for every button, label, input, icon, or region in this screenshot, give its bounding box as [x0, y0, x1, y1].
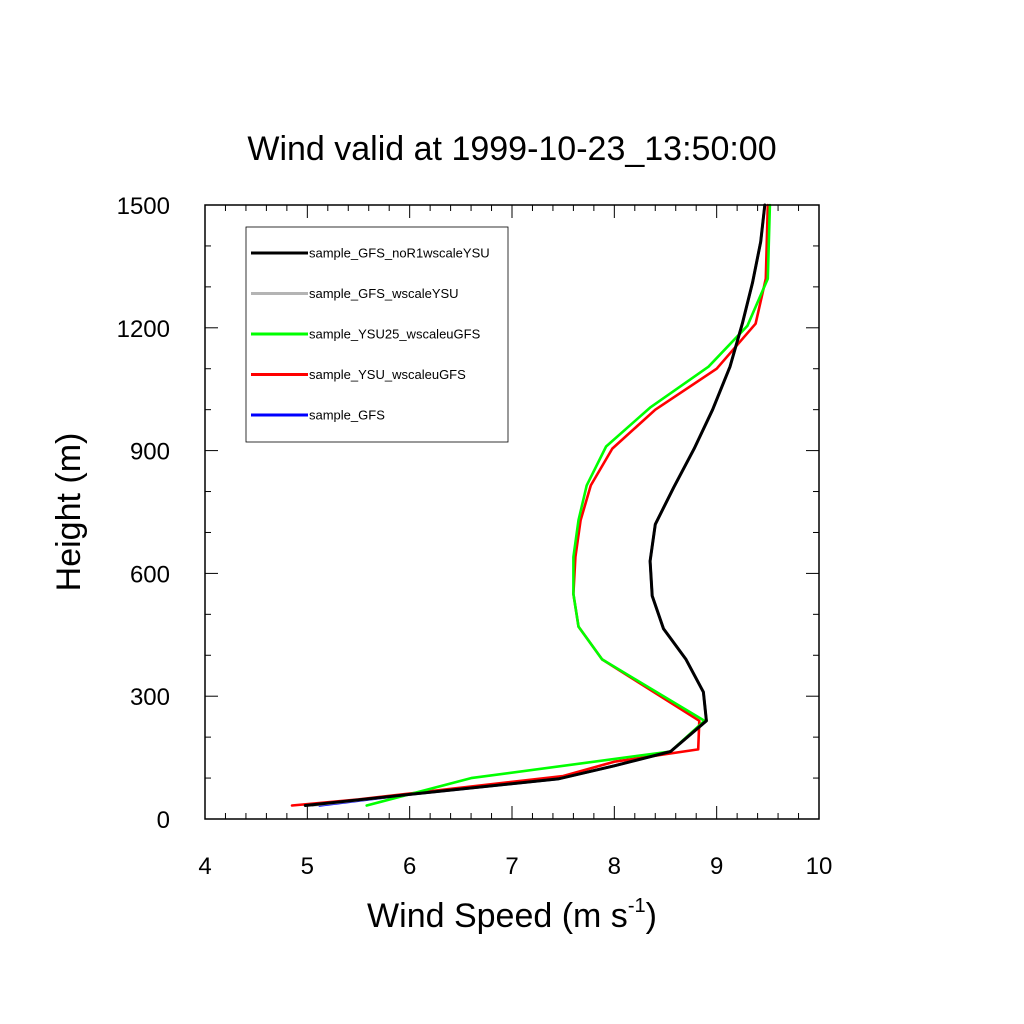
x-tick-label: 6 [403, 853, 416, 880]
x-axis-label-base: Wind Speed (m s [367, 897, 628, 935]
legend-label: sample_GFS [309, 408, 385, 423]
plot-frame [204, 204, 820, 820]
y-tick-labels: 0 300 600 900 1200 1500 [117, 193, 170, 834]
legend-label: sample_YSU_wscaleuGFS [309, 367, 466, 382]
x-tick-label: 8 [608, 853, 621, 880]
x-tick-label: 7 [505, 853, 518, 880]
x-tick-labels: 4 5 6 7 8 9 10 [198, 853, 832, 880]
y-tick-label: 900 [130, 439, 170, 466]
y-tick-label: 1200 [117, 316, 170, 343]
x-tick-label: 4 [198, 853, 211, 880]
legend: sample_GFS_noR1wscaleYSU sample_GFS_wscal… [245, 226, 509, 443]
x-tick-label: 5 [301, 853, 314, 880]
legend-label: sample_GFS_noR1wscaleYSU [309, 246, 490, 261]
x-axis-label-superscript: -1 [628, 895, 646, 917]
x-tick-label: 9 [710, 853, 723, 880]
series-lines [290, 203, 772, 807]
x-axis-label-end: ) [646, 897, 657, 935]
legend-label: sample_GFS_wscaleYSU [309, 286, 459, 301]
chart-title: Wind valid at 1999-10-23_13:50:00 [247, 130, 776, 168]
y-tick-label: 600 [130, 561, 170, 588]
y-tick-label: 1500 [117, 193, 170, 220]
plot-area [204, 203, 820, 820]
series-line-sample_GFS_noR1wscaleYSU [303, 203, 767, 807]
x-axis-label: Wind Speed (m s-1) [367, 895, 657, 935]
legend-label: sample_YSU25_wscaleuGFS [309, 327, 481, 342]
x-tick-label: 10 [806, 853, 833, 880]
y-tick-label: 0 [157, 807, 170, 834]
y-axis-label: Height (m) [50, 433, 88, 592]
y-tick-label: 300 [130, 684, 170, 711]
